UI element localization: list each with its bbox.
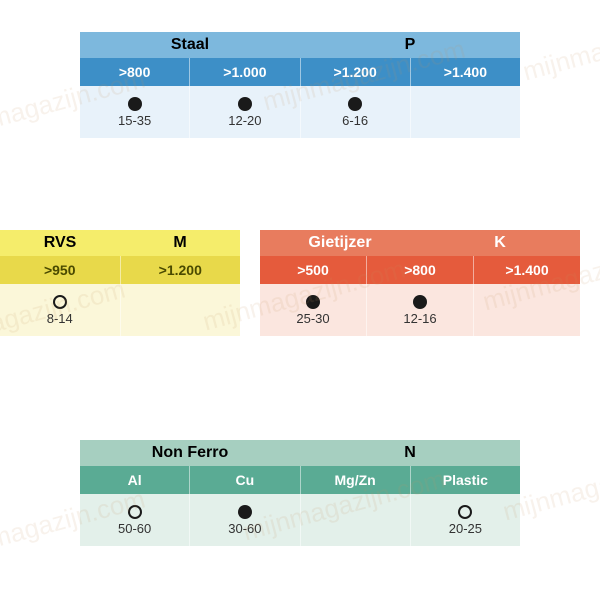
giet-cell-1: 12-16 <box>367 284 474 336</box>
giet-val-1: 12-16 <box>403 311 436 326</box>
nonferro-col-0: Al <box>80 466 190 494</box>
staal-col-0: >800 <box>80 58 190 86</box>
filled-marker-icon <box>238 97 252 111</box>
rvs-cell-1 <box>121 284 241 336</box>
staal-val-0: 15-35 <box>118 113 151 128</box>
nonferro-col-2: Mg/Zn <box>301 466 411 494</box>
giet-header-row: >500 >800 >1.400 <box>260 256 580 284</box>
staal-title-row: Staal P <box>80 32 520 58</box>
nonferro-col-3: Plastic <box>411 466 520 494</box>
giet-code: K <box>420 234 580 252</box>
nonferro-val-3: 20-25 <box>449 521 482 536</box>
staal-cell-2: 6-16 <box>301 86 411 138</box>
rvs-code: M <box>120 234 240 252</box>
hollow-marker-icon <box>128 505 142 519</box>
staal-body-row: 15-35 12-20 6-16 <box>80 86 520 138</box>
rvs-cell-0: 8-14 <box>0 284 121 336</box>
nonferro-code: N <box>300 444 520 462</box>
staal-header-row: >800 >1.000 >1.200 >1.400 <box>80 58 520 86</box>
nonferro-val-0: 50-60 <box>118 521 151 536</box>
filled-marker-icon <box>238 505 252 519</box>
staal-cell-3 <box>411 86 520 138</box>
staal-code: P <box>300 36 520 54</box>
staal-val-2: 6-16 <box>342 113 368 128</box>
giet-title-row: Gietijzer K <box>260 230 580 256</box>
filled-marker-icon <box>413 295 427 309</box>
hollow-marker-icon <box>53 295 67 309</box>
giet-cell-0: 25-30 <box>260 284 367 336</box>
giet-col-2: >1.400 <box>474 256 580 284</box>
watermark-text: mijnmagazijn.com <box>520 4 600 88</box>
giet-body-row: 25-30 12-16 <box>260 284 580 336</box>
staal-cell-1: 12-20 <box>190 86 300 138</box>
giet-cell-2 <box>474 284 580 336</box>
rvs-col-0: >950 <box>0 256 121 284</box>
nonferro-val-1: 30-60 <box>228 521 261 536</box>
staal-col-1: >1.000 <box>190 58 300 86</box>
staal-val-1: 12-20 <box>228 113 261 128</box>
rvs-body-row: 8-14 <box>0 284 240 336</box>
giet-col-1: >800 <box>367 256 474 284</box>
nonferro-cell-1: 30-60 <box>190 494 300 546</box>
staal-table: Staal P >800 >1.000 >1.200 >1.400 15-35 … <box>80 32 520 138</box>
nonferro-title-row: Non Ferro N <box>80 440 520 466</box>
nonferro-table: Non Ferro N Al Cu Mg/Zn Plastic 50-60 30… <box>80 440 520 546</box>
staal-col-3: >1.400 <box>411 58 520 86</box>
nonferro-body-row: 50-60 30-60 20-25 <box>80 494 520 546</box>
rvs-val-0: 8-14 <box>47 311 73 326</box>
rvs-col-1: >1.200 <box>121 256 241 284</box>
staal-title: Staal <box>80 36 300 54</box>
rvs-title: RVS <box>0 234 120 252</box>
rvs-header-row: >950 >1.200 <box>0 256 240 284</box>
nonferro-title: Non Ferro <box>80 444 300 462</box>
gietijzer-table: Gietijzer K >500 >800 >1.400 25-30 12-16 <box>260 230 580 336</box>
rvs-table: RVS M >950 >1.200 8-14 <box>0 230 240 336</box>
staal-col-2: >1.200 <box>301 58 411 86</box>
filled-marker-icon <box>306 295 320 309</box>
nonferro-header-row: Al Cu Mg/Zn Plastic <box>80 466 520 494</box>
staal-cell-0: 15-35 <box>80 86 190 138</box>
filled-marker-icon <box>128 97 142 111</box>
filled-marker-icon <box>348 97 362 111</box>
hollow-marker-icon <box>458 505 472 519</box>
giet-val-0: 25-30 <box>296 311 329 326</box>
nonferro-col-1: Cu <box>190 466 300 494</box>
nonferro-cell-0: 50-60 <box>80 494 190 546</box>
giet-col-0: >500 <box>260 256 367 284</box>
giet-title: Gietijzer <box>260 234 420 252</box>
rvs-title-row: RVS M <box>0 230 240 256</box>
nonferro-cell-2 <box>301 494 411 546</box>
nonferro-cell-3: 20-25 <box>411 494 520 546</box>
